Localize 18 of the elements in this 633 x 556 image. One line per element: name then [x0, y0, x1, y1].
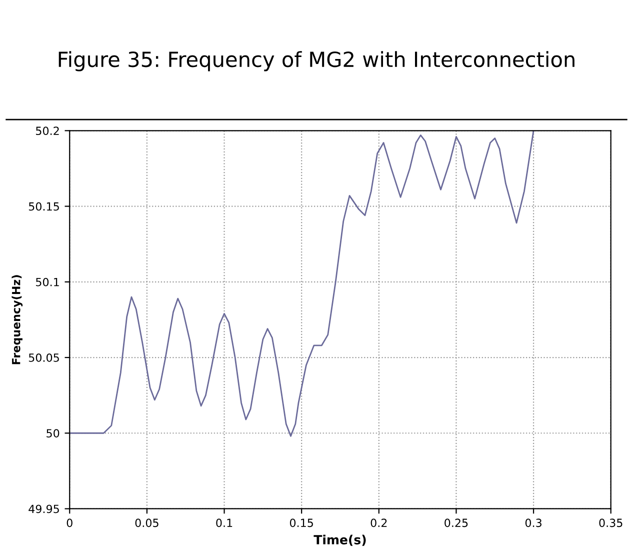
y-tick-label: 50.2	[36, 126, 59, 136]
y-axis-title: Frequency(Hz)	[12, 275, 23, 364]
x-tick-label: 0.25	[444, 518, 468, 528]
x-tick-label: 0.15	[290, 518, 313, 528]
y-tick-label: 50.1	[36, 278, 59, 286]
y-tick-label: 50.15	[28, 202, 59, 211]
chart-title: Figure 35: Frequency of MG2 with Interconnection	[58, 51, 574, 72]
x-tick-label: 0.05	[135, 518, 158, 528]
y-tick-label: 50	[46, 429, 60, 438]
x-tick-label: 0.3	[525, 518, 542, 528]
y-tick-label: 49.95	[28, 504, 59, 514]
x-tick-label: 0	[66, 518, 72, 528]
y-tick-label: 50.05	[28, 353, 59, 362]
x-tick-label: 0.1	[216, 518, 232, 528]
x-axis-title: Time(s)	[314, 534, 366, 546]
x-tick-label: 0.35	[599, 518, 622, 528]
x-tick-label: 0.2	[370, 518, 387, 528]
line-series	[70, 130, 534, 437]
